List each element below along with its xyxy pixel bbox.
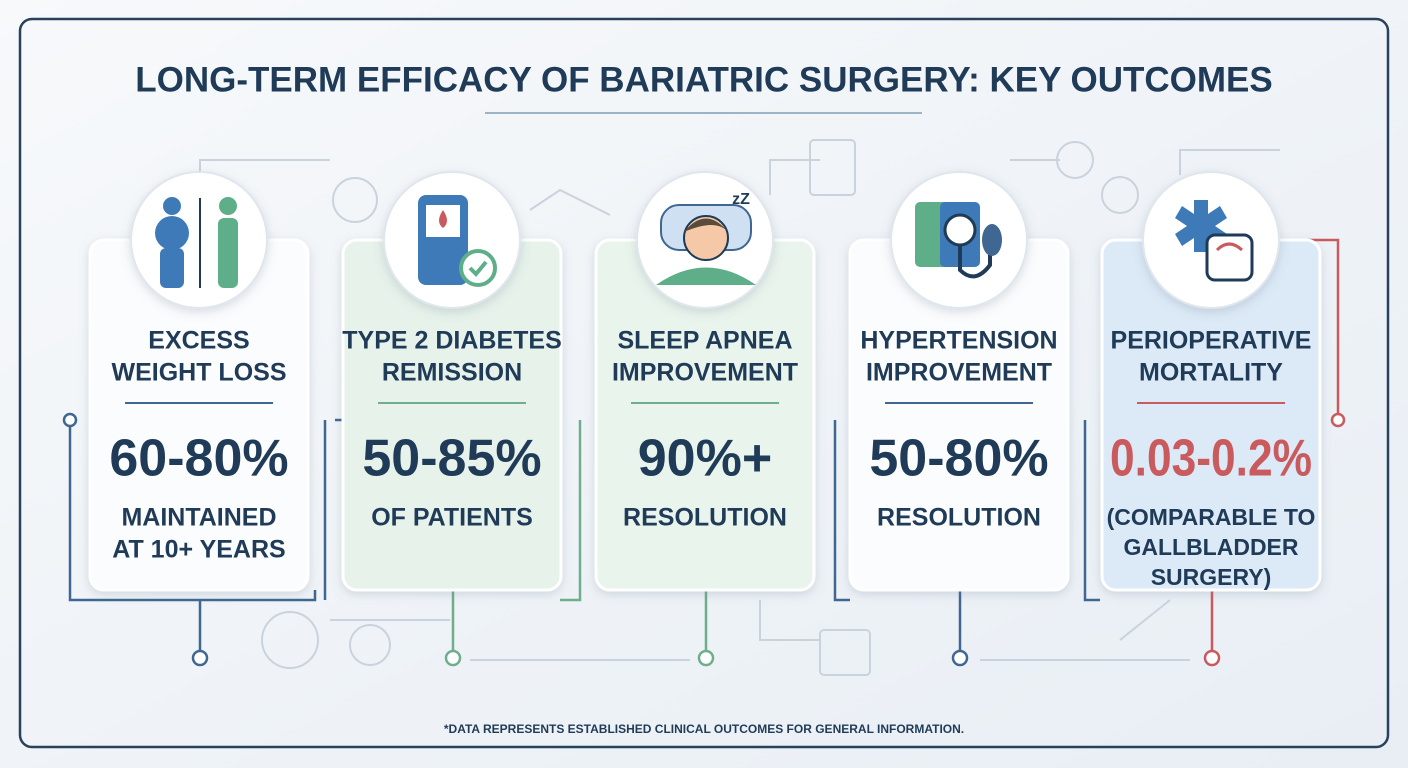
- card-description: OF PATIENTS: [371, 504, 533, 532]
- card-label: EXCESS: [148, 327, 249, 355]
- card-description: GALLBLADDER: [1123, 534, 1298, 560]
- card-label: IMPROVEMENT: [612, 359, 798, 387]
- card-description: (COMPARABLE TO: [1107, 504, 1316, 530]
- title: LONG-TERM EFFICACY OF BARIATRIC SURGERY:…: [135, 60, 1273, 99]
- card-description: RESOLUTION: [623, 504, 787, 532]
- decoration: [199, 139, 1280, 676]
- card-label: TYPE 2 DIABETES: [342, 327, 562, 355]
- card-description: SURGERY): [1151, 564, 1272, 590]
- card-description: MAINTAINED: [121, 504, 276, 532]
- svg-text:zZ: zZ: [732, 191, 750, 208]
- icons: zZ: [155, 191, 1254, 288]
- card-value: 90%+: [638, 430, 772, 488]
- card-value: 60-80%: [109, 430, 288, 488]
- card-description: RESOLUTION: [877, 504, 1041, 532]
- card-description: AT 10+ YEARS: [112, 536, 285, 564]
- card-label: WEIGHT LOSS: [112, 359, 287, 387]
- footnote: *DATA REPRESENTS ESTABLISHED CLINICAL OU…: [444, 722, 964, 736]
- card-value: 0.03-0.2%: [1110, 430, 1312, 488]
- card-label: SLEEP APNEA: [617, 327, 792, 355]
- card-label: HYPERTENSION: [860, 327, 1057, 355]
- card-value: 50-85%: [362, 430, 541, 488]
- card-label: IMPROVEMENT: [866, 359, 1052, 387]
- card: PERIOPERATIVE MORTALITY 0.03-0.2% (COMPARAB…: [1100, 171, 1322, 592]
- frame: [18, 17, 1390, 749]
- card-label: MORTALITY: [1139, 359, 1283, 387]
- card-value: 50-80%: [869, 430, 1048, 488]
- card-label: PERIOPERATIVE: [1111, 327, 1312, 355]
- card-label: REMISSION: [382, 359, 522, 387]
- card: HYPERTENSION IMPROVEMENT 50-80% RESOLUTION: [848, 171, 1070, 592]
